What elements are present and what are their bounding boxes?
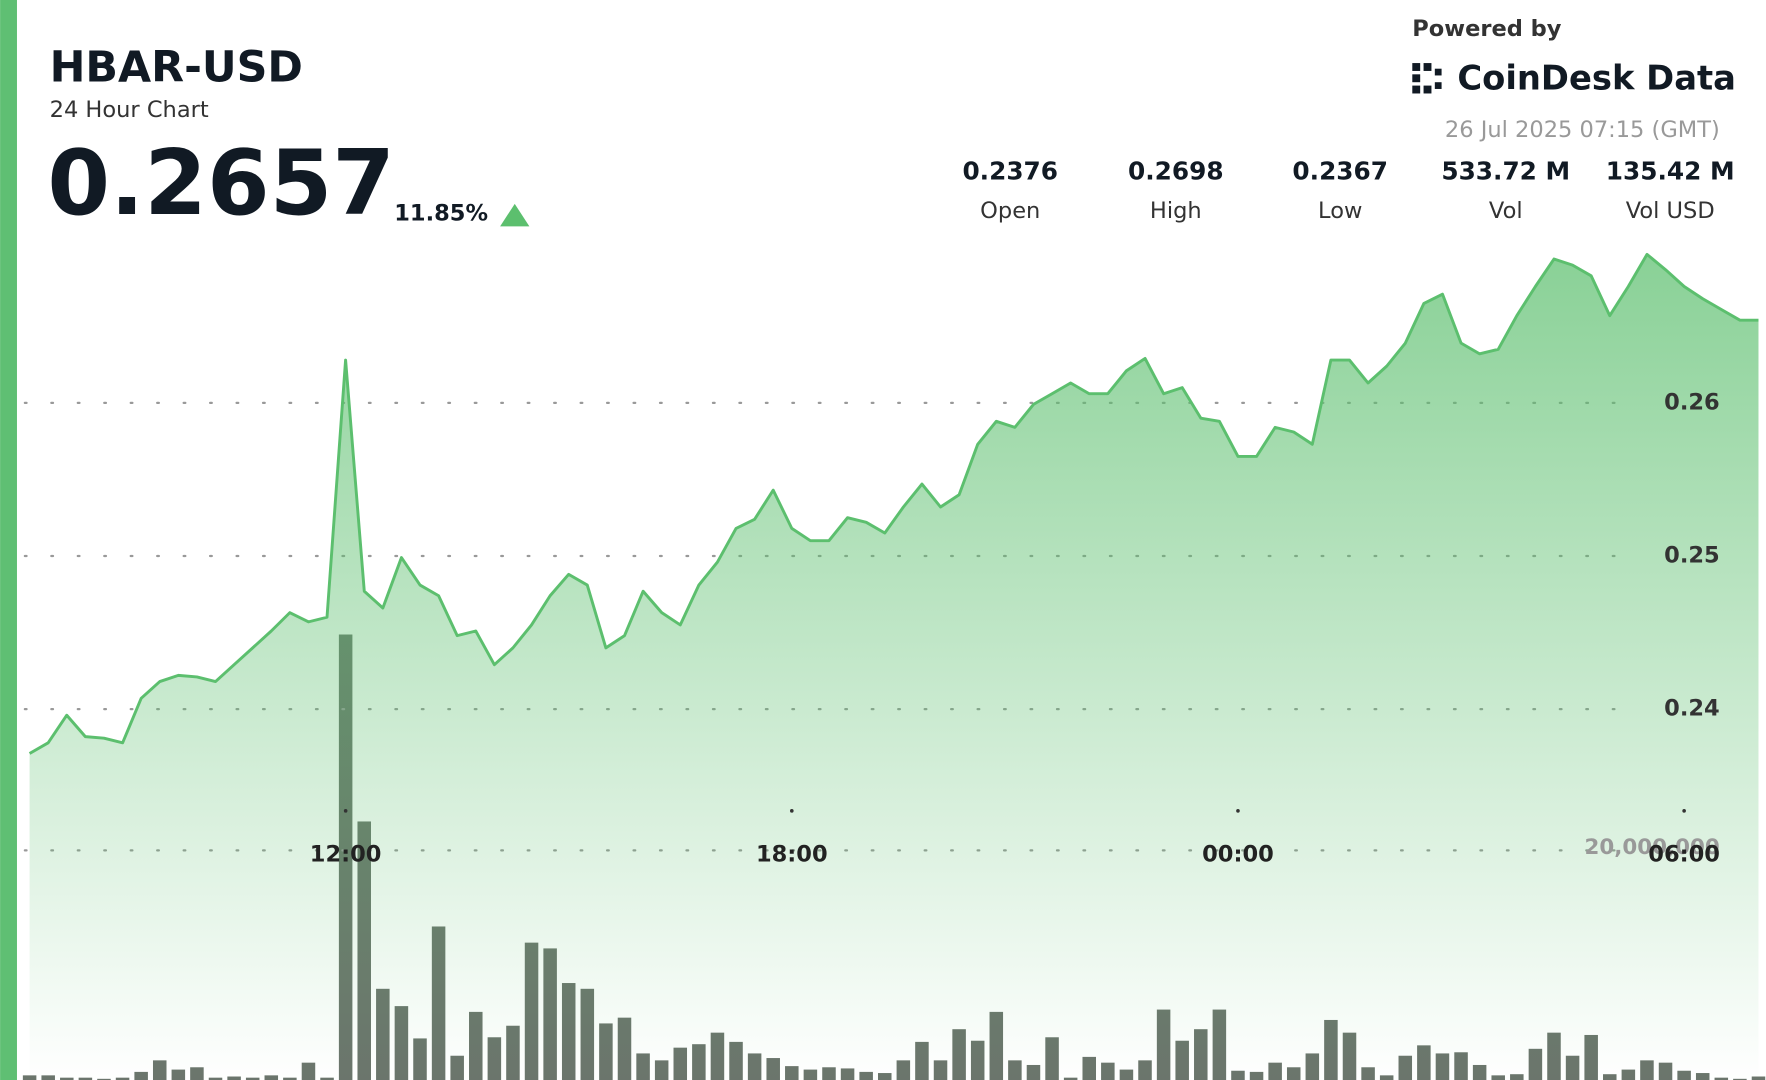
stat-value: 0.2367 [1292,156,1388,185]
brand: CoinDesk Data [1457,58,1736,97]
stats: 0.2376 Open 0.2698 High 0.2367 Low 533.72 M Vol… [962,156,1734,224]
timestamp: 26 Jul 2025 07:15 (GMT) [1445,117,1720,143]
y-tick-label: 0.24 [1664,696,1720,722]
stat-label: Low [1318,198,1362,224]
subtitle: 24 Hour Chart [50,97,209,123]
x-tick-label: 18:00 [756,841,828,867]
powered-by: Powered by [1412,16,1561,42]
stat-label: Vol [1489,198,1523,224]
x-tick-label: 06:00 [1648,841,1720,867]
x-tick-mark [790,809,794,813]
x-tick-label: 12:00 [310,841,382,867]
y-tick-label: 0.25 [1664,542,1720,568]
logo-icon [1412,63,1442,94]
price-line [28,252,1759,755]
y2-tick-label: 20,000,000 [1585,835,1720,860]
stat-value: 533.72 M [1441,156,1570,185]
stat-value: 0.2376 [962,156,1058,185]
stat-value: 135.42 M [1606,156,1735,185]
accent-bar [0,0,17,1080]
x-tick-mark [1682,809,1686,813]
x-tick-mark [1236,809,1240,813]
plot: 0.24 0.25 0.26 20,000,000 12:00 18:00 00:00 06:… [22,252,1766,1080]
x-tick-mark [343,809,348,813]
up-arrow [500,203,530,227]
stat-label: Open [980,198,1040,224]
stat-label: High [1150,198,1202,224]
price: 0.2657 [47,131,395,236]
symbol: HBAR-USD [50,42,303,92]
area-fill [29,254,1759,1080]
y-tick-label: 0.26 [1664,389,1720,415]
change: 11.85% [394,200,488,226]
stat-value: 0.2698 [1128,156,1224,185]
x-tick-label: 00:00 [1202,841,1274,867]
stat-label: Vol USD [1626,198,1715,224]
